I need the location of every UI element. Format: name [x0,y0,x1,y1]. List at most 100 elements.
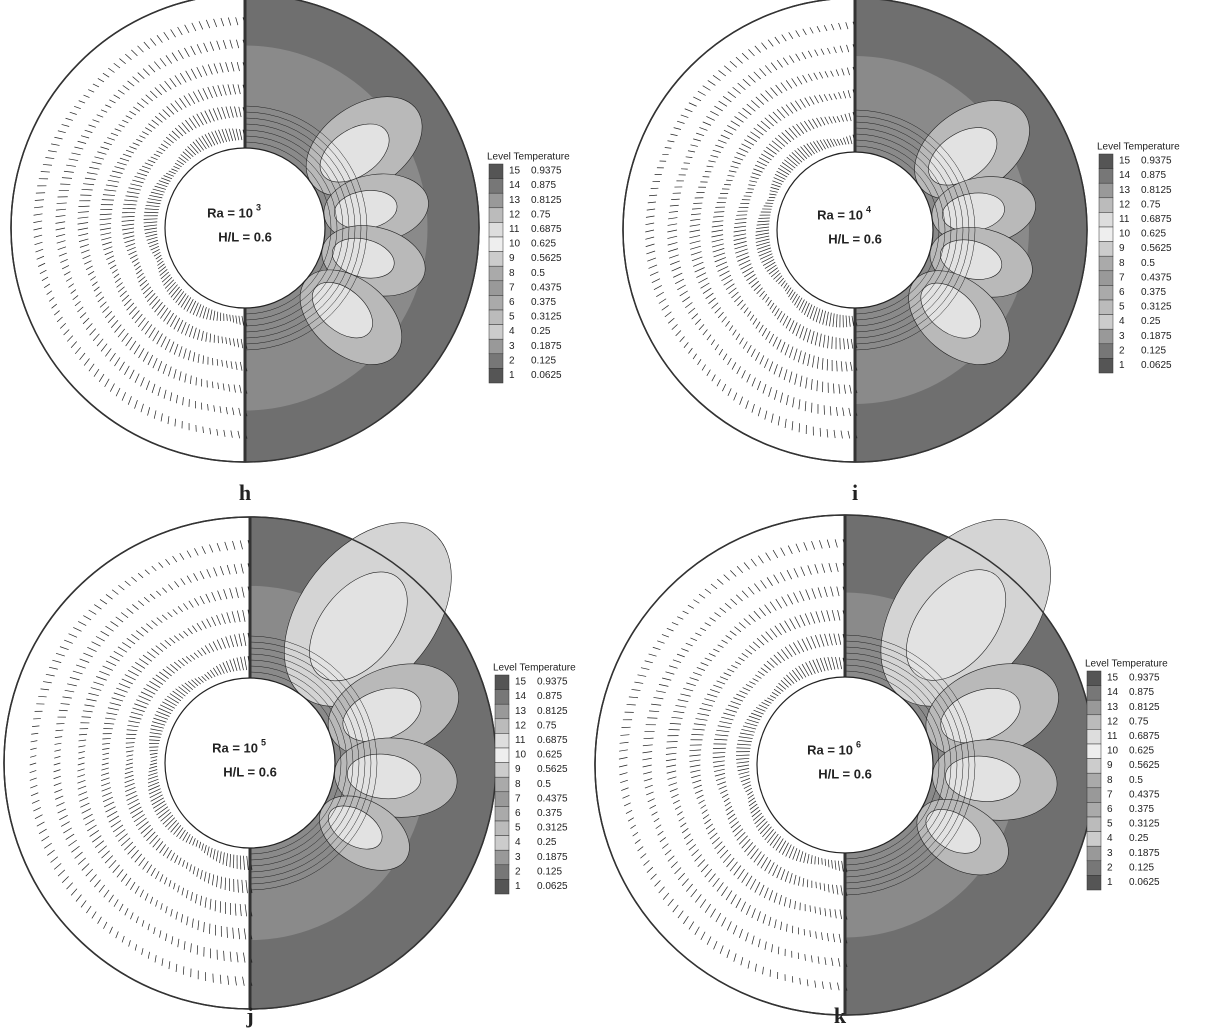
vector [187,146,197,156]
vector [178,157,187,163]
annulus-inner [756,676,934,854]
vector [827,657,832,671]
vector [197,677,204,683]
vector [179,72,187,83]
vector [812,659,819,673]
vector [798,665,807,678]
vector [750,100,760,109]
vector [707,80,716,86]
legend-title: Level Temperature [493,663,576,674]
vector [835,69,840,76]
vector [112,864,120,873]
vector [169,693,182,702]
vector [661,305,669,311]
vector [659,837,666,843]
vector [238,928,241,940]
vector [730,598,738,605]
legend-temperature: 0.25 [1129,833,1149,844]
vector [136,269,143,275]
vector [54,736,63,738]
vector [108,67,115,73]
vector [153,410,157,419]
vector [79,352,86,361]
vector [195,377,197,386]
vector [708,297,716,304]
vector [734,244,748,250]
vector [773,892,778,903]
vector [646,791,654,796]
vector [102,194,116,196]
vector [219,566,224,576]
vector [162,847,169,856]
vector [155,871,160,880]
vector [683,687,694,692]
vector [88,124,96,128]
vector [768,387,772,397]
vector [128,250,137,256]
vector [664,311,672,318]
vector [671,794,679,798]
vector [120,837,131,847]
vector [758,250,772,257]
vector [78,238,89,242]
vector [40,688,50,691]
vector [739,690,748,695]
vector [828,633,833,646]
vector [786,923,788,932]
vector [674,278,685,284]
vector [82,317,90,325]
legend-level: 1 [1107,877,1113,888]
vector [205,332,208,342]
vector [124,770,134,775]
vector [55,795,64,800]
vector [204,897,207,908]
vector [667,235,678,239]
vector [810,612,816,624]
vector [174,855,179,863]
vector [149,90,158,99]
vector [146,684,158,692]
vector [125,762,133,766]
vector [209,309,213,321]
legend-swatch [488,353,504,369]
vector [757,555,764,564]
vector [755,707,766,712]
vector [141,320,149,331]
vector [759,290,765,298]
vector [172,555,178,563]
vector [751,172,761,176]
legend-level: 8 [509,268,515,279]
vector [55,652,65,657]
vector [99,213,112,216]
vector [824,71,829,78]
vector [689,677,699,681]
vector [200,869,203,880]
vector [770,270,780,278]
vector [141,948,144,955]
vector [118,584,125,591]
vector [232,84,236,95]
contour-line [845,664,946,866]
vector [132,707,145,712]
vector [695,894,702,903]
vector [711,238,724,243]
vector [836,138,841,146]
vector [839,909,842,920]
vector [784,620,792,632]
legend-level: 7 [1119,272,1125,283]
legend-temperature: 0.9375 [531,166,562,177]
vector [761,42,768,50]
vector [758,324,764,333]
vector [187,628,193,635]
vector [229,337,231,346]
legend-level: 14 [1107,687,1119,698]
vector [159,671,169,680]
vector [136,139,143,143]
vector [765,631,773,640]
vector [732,87,741,94]
vector [144,162,154,167]
vector [137,572,144,579]
vector [199,595,205,605]
legend-level: 3 [1119,331,1125,342]
vector [719,721,732,725]
